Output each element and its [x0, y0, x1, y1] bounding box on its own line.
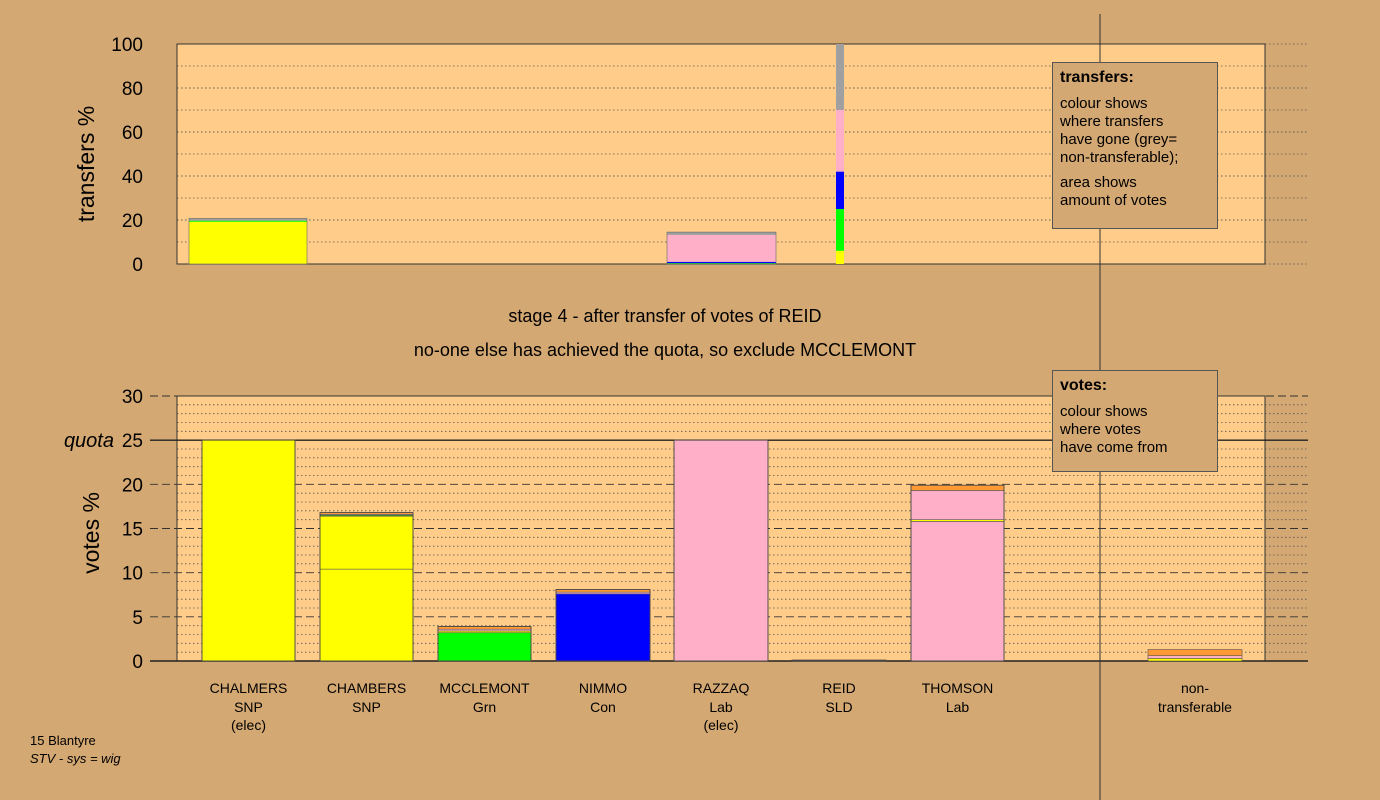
vote-bar-segment	[319, 515, 414, 570]
votes-legend-title: votes:	[1060, 377, 1108, 394]
transfer-column-segment	[836, 44, 844, 110]
candidate-party-label: Lab	[946, 699, 970, 715]
transfers-tick-label: 100	[111, 35, 143, 56]
vote-bar-segment	[555, 593, 651, 662]
candidate-party-label: Con	[590, 699, 616, 715]
non-transferable-label: non-	[1181, 680, 1209, 696]
transfer-bar-segment	[189, 218, 307, 221]
non-transferable-label: transferable	[1158, 699, 1232, 715]
candidate-name-label: CHALMERS	[210, 680, 288, 696]
votes-legend-line: where votes	[1060, 421, 1141, 438]
transfers-tick-label: 20	[122, 211, 143, 232]
votes-tick-label: 30	[122, 387, 143, 408]
transfer-column-segment	[836, 209, 844, 251]
transfers-tick-label: 0	[132, 255, 143, 276]
transfer-bar-segment	[667, 234, 776, 262]
transfers-legend-line: where transfers	[1060, 113, 1164, 130]
transfers-tick-label: 80	[122, 79, 143, 100]
vote-bar-segment	[673, 439, 769, 662]
votes-tick-label: 0	[132, 652, 143, 673]
vote-bar-outline	[910, 484, 1005, 662]
vote-bar-segment	[319, 568, 414, 662]
candidate-name-label: MCCLEMONT	[439, 680, 530, 696]
votes-axis-label: votes %	[78, 492, 104, 574]
candidate-party-label: Lab	[709, 699, 733, 715]
transfer-bar-outline	[666, 231, 777, 265]
transfer-column-segment	[836, 110, 844, 172]
non-transferable-segment	[1147, 655, 1243, 659]
transfers-legend-line: colour shows	[1060, 95, 1148, 112]
candidate-name-label: CHAMBERS	[327, 680, 406, 696]
candidate-name-label: THOMSON	[922, 680, 994, 696]
vote-bar-segment	[910, 490, 1005, 520]
vote-bar-outline	[201, 439, 296, 662]
vote-bar-segment	[201, 439, 296, 662]
votes-tick-label: 25	[122, 431, 143, 452]
candidate-name-label: RAZZAQ	[693, 680, 750, 696]
non-transferable-segment	[1147, 649, 1243, 656]
candidate-party-label: SLD	[825, 699, 852, 715]
transfer-column-segment	[836, 171, 844, 209]
votes-tick-label: 10	[122, 564, 143, 585]
transfers-axis-label: transfers %	[73, 106, 99, 222]
vote-bar-segment	[437, 632, 532, 662]
transfer-column-segment	[836, 250, 844, 264]
transfer-bar-segment	[189, 220, 307, 222]
vote-bar-segment	[910, 521, 1005, 662]
votes-legend-line: colour shows	[1060, 403, 1148, 420]
footer-system: STV - sys = wig	[30, 751, 121, 766]
votes-tick-label: 5	[132, 608, 143, 629]
transfer-bar-segment	[667, 263, 776, 264]
candidate-note-label: (elec)	[703, 717, 738, 733]
footer-ward: 15 Blantyre	[30, 733, 96, 748]
votes-legend-line: have come from	[1060, 439, 1168, 456]
transfers-legend-line: area shows	[1060, 174, 1137, 191]
transfers-legend-line: amount of votes	[1060, 192, 1167, 209]
candidate-name-label: NIMMO	[579, 680, 627, 696]
transfer-bar-segment	[189, 221, 307, 264]
candidate-note-label: (elec)	[231, 717, 266, 733]
vote-bar-outline	[673, 439, 769, 662]
votes-tick-label: 15	[122, 520, 143, 541]
vote-bar-outline	[437, 626, 532, 662]
candidate-party-label: Grn	[473, 699, 496, 715]
transfer-bar-segment	[667, 261, 776, 264]
vote-bar-outline	[791, 659, 887, 662]
candidate-name-label: REID	[822, 680, 855, 696]
transfers-legend-title: transfers:	[1060, 69, 1134, 86]
transfers-legend-line: have gone (grey=	[1060, 131, 1178, 148]
candidate-party-label: SNP	[234, 699, 263, 715]
candidate-party-label: SNP	[352, 699, 381, 715]
transfers-legend: transfers: colour shows where transfers …	[1052, 62, 1218, 229]
vote-bar-outline	[319, 512, 414, 662]
stage-title: stage 4 - after transfer of votes of REI…	[508, 306, 822, 326]
votes-legend: votes: colour shows where votes have com…	[1052, 370, 1218, 472]
transfer-bar-segment	[667, 232, 776, 235]
votes-tick-label: 20	[122, 475, 143, 496]
vote-bar-segment	[910, 484, 1005, 491]
transfers-legend-line: non-transferable);	[1060, 149, 1179, 166]
transfers-tick-label: 40	[122, 167, 143, 188]
transfers-tick-label: 60	[122, 123, 143, 144]
transfer-bar-outline	[188, 218, 308, 265]
quota-label: quota	[64, 430, 114, 452]
non-transferable-segment	[1147, 658, 1243, 662]
stage-subtitle: no-one else has achieved the quota, so e…	[413, 340, 917, 360]
vote-bar-outline	[555, 589, 651, 662]
